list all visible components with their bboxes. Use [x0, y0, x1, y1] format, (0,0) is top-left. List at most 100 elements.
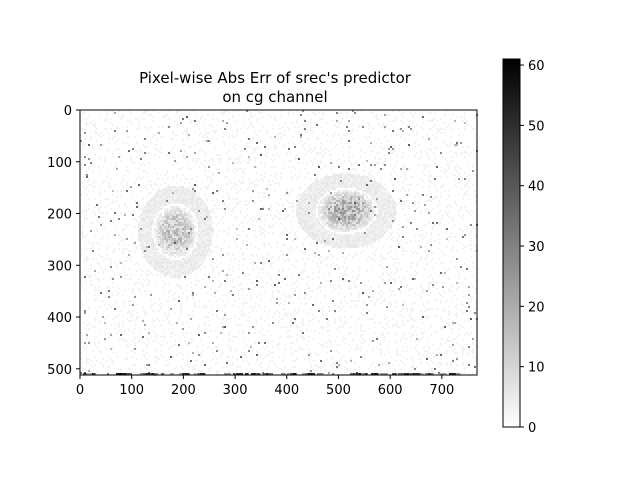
heatmap-cell	[166, 126, 168, 128]
heatmap-cell	[370, 234, 372, 236]
heatmap-cell	[278, 128, 280, 130]
heatmap-cell	[212, 158, 214, 160]
heatmap-cell	[92, 148, 94, 150]
heatmap-cell	[332, 200, 334, 202]
heatmap-cell	[392, 212, 394, 214]
heatmap-cell	[332, 228, 334, 230]
heatmap-cell	[146, 202, 148, 204]
heatmap-cell	[392, 152, 394, 154]
heatmap-cell	[338, 234, 340, 236]
heatmap-cell	[358, 124, 360, 126]
heatmap-cell	[194, 232, 196, 234]
heatmap-cell	[406, 226, 408, 228]
heatmap-cell	[156, 132, 158, 134]
heatmap-cell	[314, 224, 316, 226]
heatmap-cell	[294, 156, 296, 158]
heatmap-cell	[172, 214, 174, 216]
heatmap-cell	[336, 224, 338, 226]
heatmap-cell	[126, 248, 128, 250]
heatmap-cell	[344, 192, 346, 194]
heatmap-cell	[290, 176, 292, 178]
heatmap-cell	[372, 214, 374, 216]
heatmap-cell	[362, 126, 364, 128]
heatmap-cell	[184, 198, 186, 200]
heatmap-cell	[176, 186, 178, 188]
heatmap-cell	[248, 110, 250, 112]
heatmap-cell	[188, 182, 190, 184]
heatmap-cell	[464, 156, 466, 158]
heatmap-cell	[156, 230, 158, 232]
heatmap-cell	[112, 202, 114, 204]
heatmap-cell	[380, 186, 382, 188]
heatmap-cell	[94, 132, 96, 134]
heatmap-cell	[226, 192, 228, 194]
heatmap-cell	[410, 112, 412, 114]
heatmap-cell	[254, 180, 256, 182]
heatmap-cell	[370, 226, 372, 228]
heatmap-cell	[416, 208, 418, 210]
heatmap-cell	[320, 262, 322, 264]
heatmap-cell	[270, 166, 272, 168]
heatmap-cell	[348, 224, 350, 226]
heatmap-cell	[292, 206, 294, 208]
heatmap-cell	[142, 224, 144, 226]
heatmap-cell	[362, 236, 364, 238]
heatmap-cell	[150, 214, 152, 216]
heatmap-cell	[158, 232, 160, 234]
heatmap-cell	[176, 224, 178, 226]
heatmap-cell	[180, 224, 182, 226]
heatmap-cell	[360, 182, 362, 184]
heatmap-cell	[82, 230, 84, 232]
heatmap-cell	[372, 216, 374, 218]
heatmap-cell	[142, 214, 144, 216]
heatmap-cell	[368, 172, 370, 174]
heatmap-cell	[460, 152, 462, 154]
heatmap-cell	[474, 116, 476, 118]
heatmap-cell	[206, 240, 208, 242]
heatmap-cell	[126, 260, 128, 262]
heatmap-cell	[360, 218, 362, 220]
heatmap-cell	[308, 172, 310, 174]
heatmap-cell	[208, 218, 210, 220]
heatmap-cell	[242, 180, 244, 182]
heatmap-cell	[210, 180, 212, 182]
heatmap-cell	[326, 174, 328, 176]
heatmap-cell	[168, 268, 170, 270]
heatmap-cell	[318, 192, 320, 194]
heatmap-cell	[168, 222, 170, 224]
heatmap-cell	[160, 240, 162, 242]
heatmap-cell	[352, 196, 354, 198]
heatmap-cell	[150, 206, 152, 208]
heatmap-cell	[114, 142, 116, 144]
heatmap-cell	[260, 178, 262, 180]
heatmap-cell	[196, 232, 198, 234]
heatmap-cell	[438, 200, 440, 202]
heatmap-cell	[182, 212, 184, 214]
heatmap-cell	[346, 234, 348, 236]
heatmap-cell	[190, 262, 192, 264]
heatmap-cell	[336, 248, 338, 250]
heatmap-cell	[236, 130, 238, 132]
heatmap-cell	[82, 234, 84, 236]
heatmap-cell	[456, 116, 458, 118]
heatmap-cell	[318, 218, 320, 220]
heatmap-cell	[162, 242, 164, 244]
heatmap-cell	[174, 264, 176, 266]
heatmap-cell	[114, 136, 116, 138]
heatmap-cell	[186, 242, 188, 244]
heatmap-cell	[188, 190, 190, 192]
heatmap-cell	[112, 222, 114, 224]
heatmap-cell	[90, 162, 92, 164]
heatmap-cell	[230, 158, 232, 160]
heatmap-cell	[246, 162, 248, 164]
heatmap-cell	[272, 218, 274, 220]
heatmap-cell	[350, 238, 352, 240]
heatmap-cell	[368, 186, 370, 188]
heatmap-cell	[114, 150, 116, 152]
heatmap-cell	[168, 266, 170, 268]
heatmap-cell	[158, 254, 160, 256]
heatmap-cell	[184, 232, 186, 234]
heatmap-cell	[88, 158, 90, 160]
heatmap-cell	[196, 258, 198, 260]
heatmap-cell	[172, 230, 174, 232]
